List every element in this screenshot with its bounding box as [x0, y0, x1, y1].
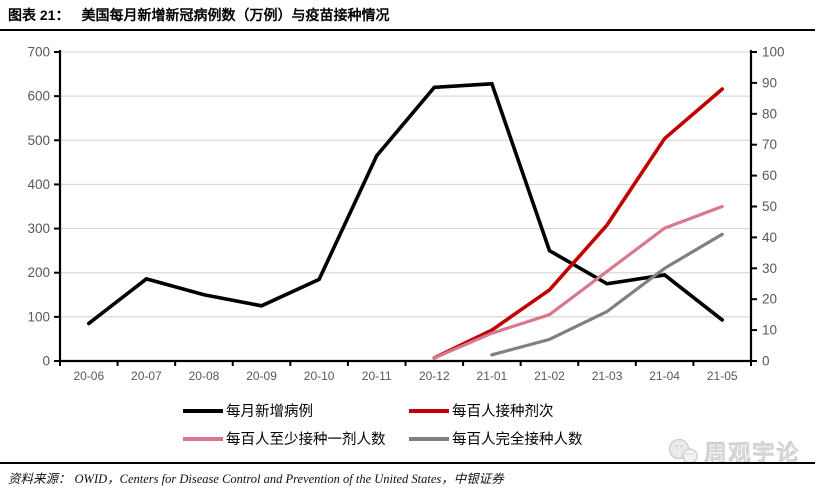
source-text: OWID，Centers for Disease Control and Pre… — [74, 472, 504, 486]
svg-text:20-08: 20-08 — [189, 369, 220, 383]
source-divider-line — [0, 462, 815, 464]
legend-label: 每百人完全接种人数 — [452, 432, 583, 448]
figure-number-label: 图表 21： — [8, 7, 70, 23]
legend-item-at-least-one-dose: 每百人至少接种一剂人数 — [183, 428, 409, 449]
legend-label: 每百人至少接种一剂人数 — [226, 432, 386, 448]
svg-text:20-06: 20-06 — [73, 369, 104, 383]
svg-text:200: 200 — [27, 265, 50, 280]
svg-text:21-01: 21-01 — [477, 369, 508, 383]
svg-text:500: 500 — [27, 133, 50, 148]
watermark: 周观宇论 — [666, 436, 801, 468]
source-note: 资料来源： OWID，Centers for Disease Control an… — [8, 468, 807, 487]
legend-label: 每百人接种剂次 — [452, 404, 554, 420]
svg-text:0: 0 — [42, 354, 50, 369]
svg-text:700: 700 — [27, 45, 50, 60]
svg-text:20-11: 20-11 — [362, 369, 392, 383]
svg-text:70: 70 — [762, 137, 777, 152]
black-line-swatch-icon — [183, 408, 223, 413]
svg-text:600: 600 — [27, 89, 50, 104]
svg-text:50: 50 — [762, 199, 777, 214]
svg-text:21-04: 21-04 — [649, 369, 680, 383]
legend-item-doses-per-100: 每百人接种剂次 — [409, 400, 583, 421]
gray-line-swatch-icon — [409, 436, 449, 441]
watermark-text: 周观宇论 — [704, 441, 801, 466]
svg-text:21-02: 21-02 — [534, 369, 565, 383]
svg-text:80: 80 — [762, 106, 777, 121]
svg-text:100: 100 — [762, 45, 785, 60]
svg-text:0: 0 — [762, 354, 770, 369]
svg-text:10: 10 — [762, 323, 777, 338]
pink-line-swatch-icon — [183, 436, 223, 441]
svg-text:400: 400 — [27, 177, 50, 192]
svg-text:90: 90 — [762, 75, 777, 90]
legend-label: 每月新增病例 — [226, 404, 313, 420]
chat-bubbles-logo-icon — [668, 438, 698, 464]
svg-text:20-09: 20-09 — [246, 369, 277, 383]
figure-title-text: 美国每月新增新冠病例数（万例）与疫苗接种情况 — [81, 7, 390, 23]
chart-legend: 每月新增病例 每百人接种剂次 每百人至少接种一剂人数 每百人完全接种人数 — [183, 400, 583, 449]
legend-item-monthly-new-cases: 每月新增病例 — [183, 400, 409, 421]
svg-text:100: 100 — [27, 309, 50, 324]
source-label: 资料来源： — [8, 472, 71, 486]
legend-item-fully-vaccinated: 每百人完全接种人数 — [409, 428, 583, 449]
svg-text:20-10: 20-10 — [304, 369, 335, 383]
figure-title: 图表 21： 美国每月新增新冠病例数（万例）与疫苗接种情况 — [8, 5, 807, 25]
svg-text:20-07: 20-07 — [131, 369, 162, 383]
svg-text:30: 30 — [762, 261, 777, 276]
svg-text:20: 20 — [762, 292, 777, 307]
svg-text:21-03: 21-03 — [592, 369, 623, 383]
svg-text:21-05: 21-05 — [707, 369, 738, 383]
title-divider-line — [0, 29, 815, 31]
svg-text:20-12: 20-12 — [419, 369, 450, 383]
svg-text:300: 300 — [27, 221, 50, 236]
svg-text:40: 40 — [762, 230, 777, 245]
chart-canvas: 0 100 200 300 400 500 600 700 0 10 20 30 40 50 60 70 80 9… — [27, 45, 785, 384]
red-line-swatch-icon — [409, 408, 449, 413]
svg-text:60: 60 — [762, 168, 777, 183]
